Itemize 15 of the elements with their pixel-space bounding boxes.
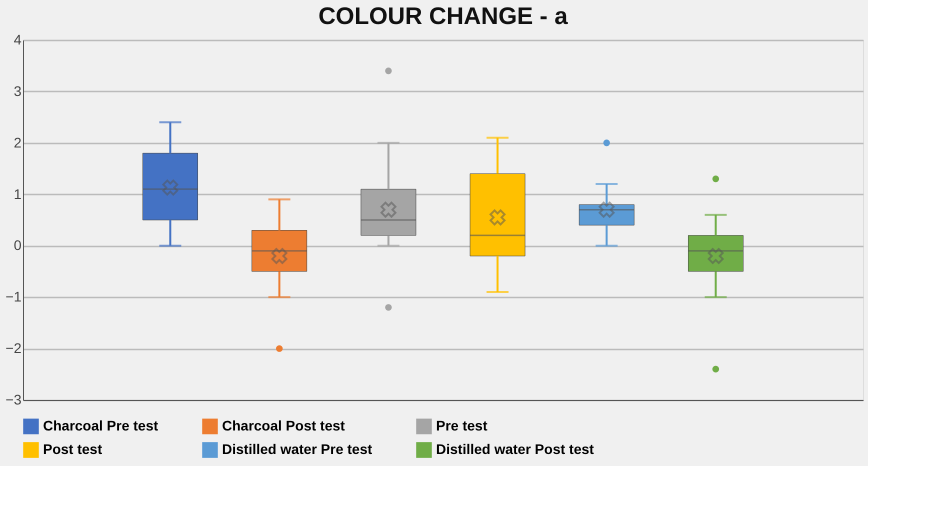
y-tick-label: −3 bbox=[6, 392, 22, 408]
legend-label: Charcoal Post test bbox=[222, 417, 346, 434]
chart-title: COLOUR CHANGE - a bbox=[318, 3, 568, 30]
y-tick-label: 1 bbox=[14, 186, 22, 202]
y-tick-label: 0 bbox=[14, 237, 22, 254]
y-tick-label: 3 bbox=[14, 82, 22, 99]
y-tick-label: −2 bbox=[6, 340, 22, 356]
y-tick-label: 4 bbox=[14, 32, 22, 48]
legend-label: Post test bbox=[43, 441, 102, 457]
legend-label: Distilled water Pre test bbox=[222, 441, 373, 457]
legend-label: Pre test bbox=[436, 417, 488, 434]
legend-label: Charcoal Pre test bbox=[43, 417, 158, 434]
legend-label: Distilled water Post test bbox=[436, 441, 594, 457]
y-tick-label: 2 bbox=[14, 134, 22, 150]
y-tick-label: −1 bbox=[6, 288, 22, 305]
